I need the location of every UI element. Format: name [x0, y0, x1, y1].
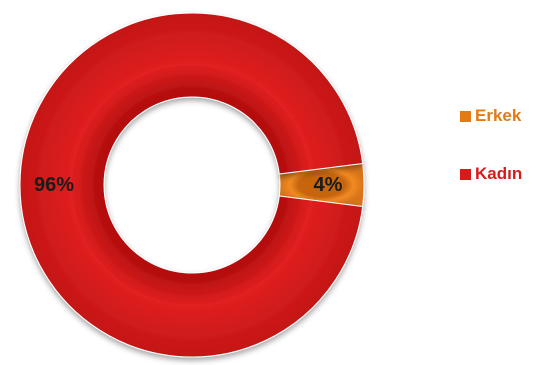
slice-label-kadin: 96%	[34, 174, 74, 196]
legend-label-erkek: Erkek	[475, 106, 522, 125]
slice-kadin	[19, 12, 364, 358]
slices-layer	[19, 12, 365, 358]
labels-layer: 4% 96%	[34, 174, 343, 196]
slice-label-erkek: 4%	[314, 174, 343, 196]
legend-swatch-erkek	[460, 110, 471, 122]
legend: Erkek Kadın	[460, 105, 522, 221]
legend-item-kadin: Kadın	[460, 163, 522, 185]
legend-item-erkek: Erkek	[460, 105, 522, 127]
legend-swatch-kadin	[460, 168, 471, 180]
legend-label-kadin: Kadın	[475, 164, 523, 183]
